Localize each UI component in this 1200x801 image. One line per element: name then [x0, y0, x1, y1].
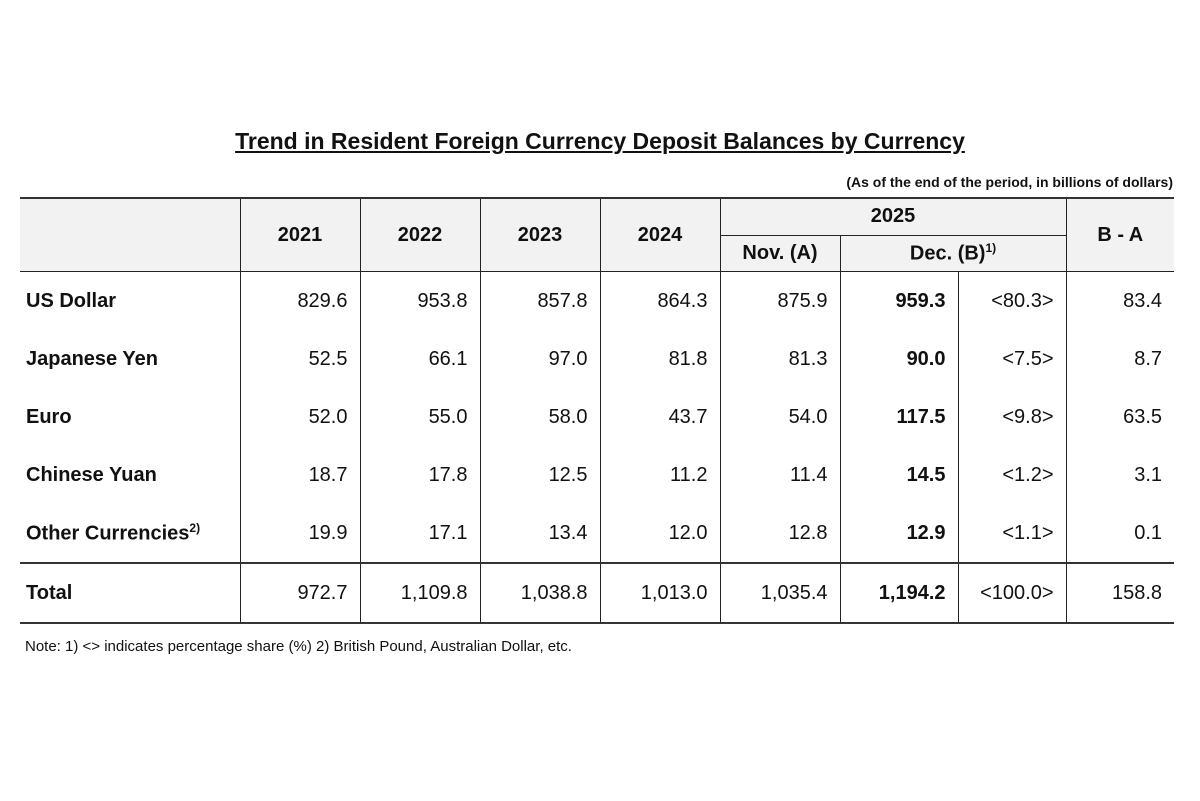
value-cell: 58.0 [479, 388, 601, 446]
table-row: US Dollar 829.6 953.8 857.8 864.3 875.9 959.3 <… [20, 271, 1175, 330]
row-label: Total [20, 562, 241, 624]
dec-value-cell: 90.0 [839, 330, 959, 388]
header-year: 2021 [239, 197, 361, 272]
table-row: Total 972.7 1,109.8 1,038.8 1,013.0 1,035.4 1,… [20, 562, 1175, 624]
row-label: Euro [20, 388, 241, 446]
dec-value-cell: 117.5 [839, 388, 959, 446]
value-cell: 66.1 [359, 330, 481, 388]
share-cell: <80.3> [957, 271, 1067, 330]
row-label-text: Other Currencies [26, 522, 190, 545]
value-cell: 52.0 [239, 388, 361, 446]
value-cell: 81.3 [719, 330, 841, 388]
header-blank [20, 197, 241, 272]
row-label-text: Total [26, 581, 73, 604]
table-title: Trend in Resident Foreign Currency Depos… [235, 128, 965, 154]
table-row: Chinese Yuan 18.7 17.8 12.5 11.2 11.4 14.5 <1.2… [20, 446, 1175, 504]
value-cell: 43.7 [599, 388, 721, 446]
value-cell: 54.0 [719, 388, 841, 446]
header-dec: Dec. (B)1) [839, 234, 1067, 272]
dec-value-cell: 959.3 [839, 271, 959, 330]
header-year-2025: 2025 [719, 197, 1067, 236]
table-row: Other Currencies2) 19.9 17.1 13.4 12.0 12.8 12… [20, 504, 1175, 563]
header-diff: B - A [1065, 197, 1175, 272]
dec-value-cell: 14.5 [839, 446, 959, 504]
value-cell: 875.9 [719, 271, 841, 330]
share-cell: <100.0> [957, 562, 1067, 624]
value-cell: 12.5 [479, 446, 601, 504]
header-year: 2023 [479, 197, 601, 272]
value-cell: 11.2 [599, 446, 721, 504]
share-cell: <7.5> [957, 330, 1067, 388]
row-label: Chinese Yuan [20, 446, 241, 504]
share-cell: <1.1> [957, 504, 1067, 563]
row-label: Other Currencies2) [20, 504, 241, 563]
value-cell: 1,035.4 [719, 562, 841, 624]
diff-cell: 0.1 [1065, 504, 1175, 563]
value-cell: 19.9 [239, 504, 361, 563]
value-cell: 97.0 [479, 330, 601, 388]
share-cell: <1.2> [957, 446, 1067, 504]
deposit-balance-table: 2021 2022 2023 2024 2025 B - A Nov. (A) … [20, 197, 1175, 624]
value-cell: 12.0 [599, 504, 721, 563]
share-cell: <9.8> [957, 388, 1067, 446]
value-cell: 17.1 [359, 504, 481, 563]
diff-cell: 158.8 [1065, 562, 1175, 624]
row-label-text: Japanese Yen [26, 347, 158, 370]
value-cell: 1,109.8 [359, 562, 481, 624]
row-label-text: Euro [26, 405, 72, 428]
value-cell: 81.8 [599, 330, 721, 388]
dec-value-cell: 1,194.2 [839, 562, 959, 624]
value-cell: 829.6 [239, 271, 361, 330]
diff-cell: 83.4 [1065, 271, 1175, 330]
footnote: Note: 1) <> indicates percentage share (… [25, 638, 572, 655]
dec-value-cell: 12.9 [839, 504, 959, 563]
value-cell: 12.8 [719, 504, 841, 563]
header-dec-label: Dec. (B) [909, 242, 986, 265]
unit-note: (As of the end of the period, in billion… [846, 174, 1173, 190]
value-cell: 13.4 [479, 504, 601, 563]
diff-cell: 8.7 [1065, 330, 1175, 388]
table-row: Euro 52.0 55.0 58.0 43.7 54.0 117.5 <9.8> 63.5 [20, 388, 1175, 446]
row-label-text: US Dollar [26, 289, 117, 312]
row-label-text: Chinese Yuan [26, 463, 157, 486]
value-cell: 52.5 [239, 330, 361, 388]
value-cell: 17.8 [359, 446, 481, 504]
value-cell: 55.0 [359, 388, 481, 446]
value-cell: 972.7 [239, 562, 361, 624]
value-cell: 857.8 [479, 271, 601, 330]
diff-cell: 63.5 [1065, 388, 1175, 446]
value-cell: 18.7 [239, 446, 361, 504]
value-cell: 1,013.0 [599, 562, 721, 624]
header-nov: Nov. (A) [720, 234, 841, 272]
row-label: Japanese Yen [20, 330, 241, 388]
header-dec-footnote: 1) [985, 240, 997, 255]
value-cell: 11.4 [719, 446, 841, 504]
table-row: Japanese Yen 52.5 66.1 97.0 81.8 81.3 90.0 <7.5… [20, 330, 1175, 388]
header-year: 2024 [599, 197, 721, 272]
value-cell: 864.3 [599, 271, 721, 330]
row-footnote: 2) [189, 520, 201, 535]
diff-cell: 3.1 [1065, 446, 1175, 504]
value-cell: 953.8 [359, 271, 481, 330]
row-label: US Dollar [20, 271, 241, 330]
value-cell: 1,038.8 [479, 562, 601, 624]
header-year: 2022 [359, 197, 481, 272]
